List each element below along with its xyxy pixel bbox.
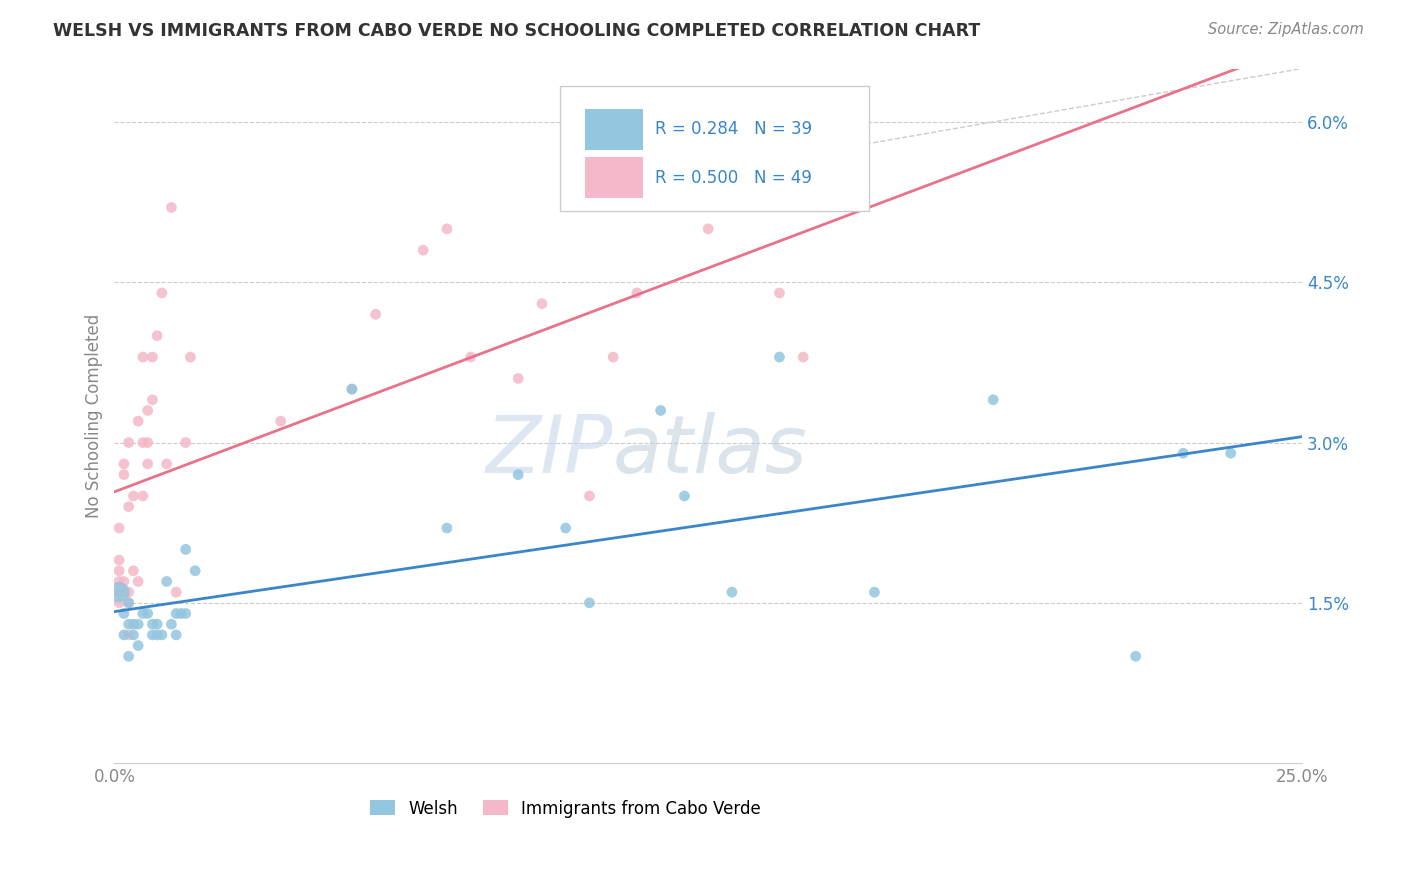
Point	[170, 607, 193, 621]
Point	[165, 628, 187, 642]
Text: Source: ZipAtlas.com: Source: ZipAtlas.com	[1208, 22, 1364, 37]
Point	[530, 296, 553, 310]
Point	[146, 617, 169, 632]
Point	[127, 617, 149, 632]
Point	[412, 243, 434, 257]
Point	[150, 285, 173, 300]
Point	[1219, 446, 1241, 460]
Legend: Welsh, Immigrants from Cabo Verde: Welsh, Immigrants from Cabo Verde	[364, 793, 768, 824]
Point	[364, 307, 387, 321]
Point	[160, 201, 183, 215]
Point	[673, 489, 696, 503]
Point	[650, 403, 672, 417]
Point	[578, 596, 600, 610]
Point	[108, 521, 131, 535]
Point	[108, 564, 131, 578]
Point	[108, 585, 131, 599]
Point	[112, 467, 135, 482]
Point	[127, 414, 149, 428]
Point	[839, 115, 862, 129]
Point	[270, 414, 292, 428]
FancyBboxPatch shape	[585, 157, 643, 198]
Point	[460, 350, 482, 364]
Point	[150, 628, 173, 642]
Point	[118, 596, 141, 610]
Y-axis label: No Schooling Completed: No Schooling Completed	[86, 314, 103, 518]
Text: atlas: atlas	[613, 411, 808, 490]
Point	[136, 457, 159, 471]
Text: ZIP: ZIP	[486, 411, 613, 490]
Point	[156, 457, 179, 471]
Point	[184, 564, 207, 578]
Point	[179, 350, 201, 364]
Point	[721, 585, 744, 599]
Point	[112, 585, 135, 599]
Point	[108, 553, 131, 567]
Point	[165, 607, 187, 621]
Point	[136, 403, 159, 417]
Point	[146, 328, 169, 343]
Point	[141, 628, 163, 642]
Point	[118, 649, 141, 664]
Point	[174, 607, 197, 621]
Point	[122, 617, 145, 632]
Point	[165, 585, 187, 599]
Point	[108, 574, 131, 589]
Point	[108, 585, 131, 599]
Point	[768, 350, 790, 364]
Point	[122, 564, 145, 578]
Point	[127, 639, 149, 653]
Point	[768, 285, 790, 300]
Text: WELSH VS IMMIGRANTS FROM CABO VERDE NO SCHOOLING COMPLETED CORRELATION CHART: WELSH VS IMMIGRANTS FROM CABO VERDE NO S…	[53, 22, 980, 40]
Point	[112, 607, 135, 621]
Point	[602, 350, 624, 364]
Point	[132, 435, 155, 450]
Point	[141, 350, 163, 364]
Point	[136, 435, 159, 450]
Point	[554, 521, 576, 535]
Point	[160, 617, 183, 632]
Point	[174, 435, 197, 450]
Point	[118, 435, 141, 450]
Point	[174, 542, 197, 557]
Point	[340, 382, 363, 396]
Point	[508, 467, 530, 482]
Text: R = 0.500   N = 49: R = 0.500 N = 49	[655, 169, 811, 186]
Point	[122, 489, 145, 503]
Point	[863, 585, 886, 599]
Point	[141, 392, 163, 407]
Point	[141, 617, 163, 632]
Point	[136, 607, 159, 621]
Point	[112, 457, 135, 471]
Point	[436, 222, 458, 236]
Point	[626, 285, 648, 300]
FancyBboxPatch shape	[585, 109, 643, 150]
Text: R = 0.284   N = 39: R = 0.284 N = 39	[655, 120, 811, 138]
Point	[112, 628, 135, 642]
Point	[132, 489, 155, 503]
Point	[146, 628, 169, 642]
Point	[578, 489, 600, 503]
Point	[127, 574, 149, 589]
Point	[122, 628, 145, 642]
Point	[108, 596, 131, 610]
Point	[132, 350, 155, 364]
Point	[118, 585, 141, 599]
Point	[132, 607, 155, 621]
Point	[792, 350, 814, 364]
Point	[118, 628, 141, 642]
Point	[436, 521, 458, 535]
Point	[1125, 649, 1147, 664]
Point	[981, 392, 1004, 407]
Point	[697, 222, 720, 236]
Point	[112, 574, 135, 589]
Point	[118, 596, 141, 610]
Point	[118, 500, 141, 514]
FancyBboxPatch shape	[560, 86, 869, 211]
Point	[156, 574, 179, 589]
Point	[508, 371, 530, 385]
Point	[118, 617, 141, 632]
Point	[340, 382, 363, 396]
Point	[1173, 446, 1195, 460]
